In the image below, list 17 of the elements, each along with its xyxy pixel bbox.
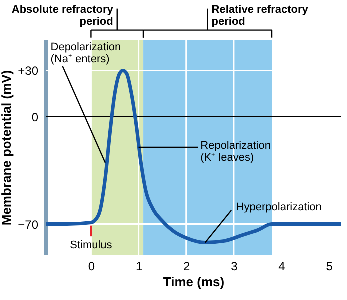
x-tick-label: 4 (278, 260, 286, 274)
y-tick-label: −70 (18, 218, 39, 232)
x-tick-label: 3 (231, 260, 238, 274)
annotation: Hyperpolarization (236, 201, 322, 214)
x-axis-title: Time (ms) (163, 274, 225, 290)
annotation: Repolarization (K⁺ leaves) (200, 140, 271, 164)
y-axis-title: Membrane potential (mV) (0, 70, 14, 226)
annotation: Depolarization (Na⁺ enters) (50, 42, 122, 66)
annotation: Stimulus (70, 240, 113, 252)
x-tick-label: 1 (136, 260, 143, 274)
x-tick-label: 2 (184, 260, 191, 274)
y-tick-label: +30 (18, 64, 39, 78)
band-label: Absolute refractory period (12, 4, 114, 28)
x-tick-label: 5 (326, 260, 334, 274)
x-tick-label: 0 (88, 260, 96, 274)
y-tick-label: 0 (32, 110, 39, 124)
band-label: Relative refractory period (212, 4, 310, 28)
